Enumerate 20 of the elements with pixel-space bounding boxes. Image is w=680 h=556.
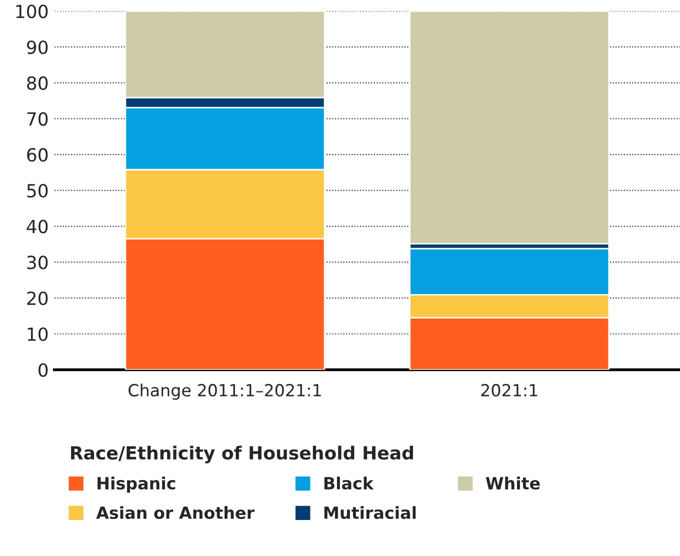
y-tick-label: 20 [27, 291, 48, 306]
y-tick-label: 70 [27, 112, 48, 126]
y-tick-label: 80 [27, 76, 48, 90]
y-tick-label: 30 [27, 256, 48, 270]
legend-label: Mutiracial [324, 506, 416, 520]
legend-label: White [486, 476, 540, 490]
y-tick-label: 0 [38, 363, 48, 377]
x-tick-label: 2021:1 [481, 384, 538, 397]
y-tick-label: 10 [28, 327, 48, 341]
y-tick-label: 50 [27, 184, 48, 198]
y-tick-label: 100 [16, 4, 48, 18]
legend-label: Hispanic [98, 476, 176, 493]
y-tick-label: 60 [27, 148, 48, 162]
legend-label: Asian or Another [96, 506, 255, 520]
legend-title: Race/Ethnicity of Household Head [71, 446, 413, 464]
y-tick-label: 40 [26, 220, 48, 234]
bar [409, 11, 610, 245]
y-tick-label: 90 [27, 40, 48, 54]
x-tick-label: Change 2011:1–2021:1 [128, 384, 321, 400]
legend-label: Black [324, 476, 374, 490]
